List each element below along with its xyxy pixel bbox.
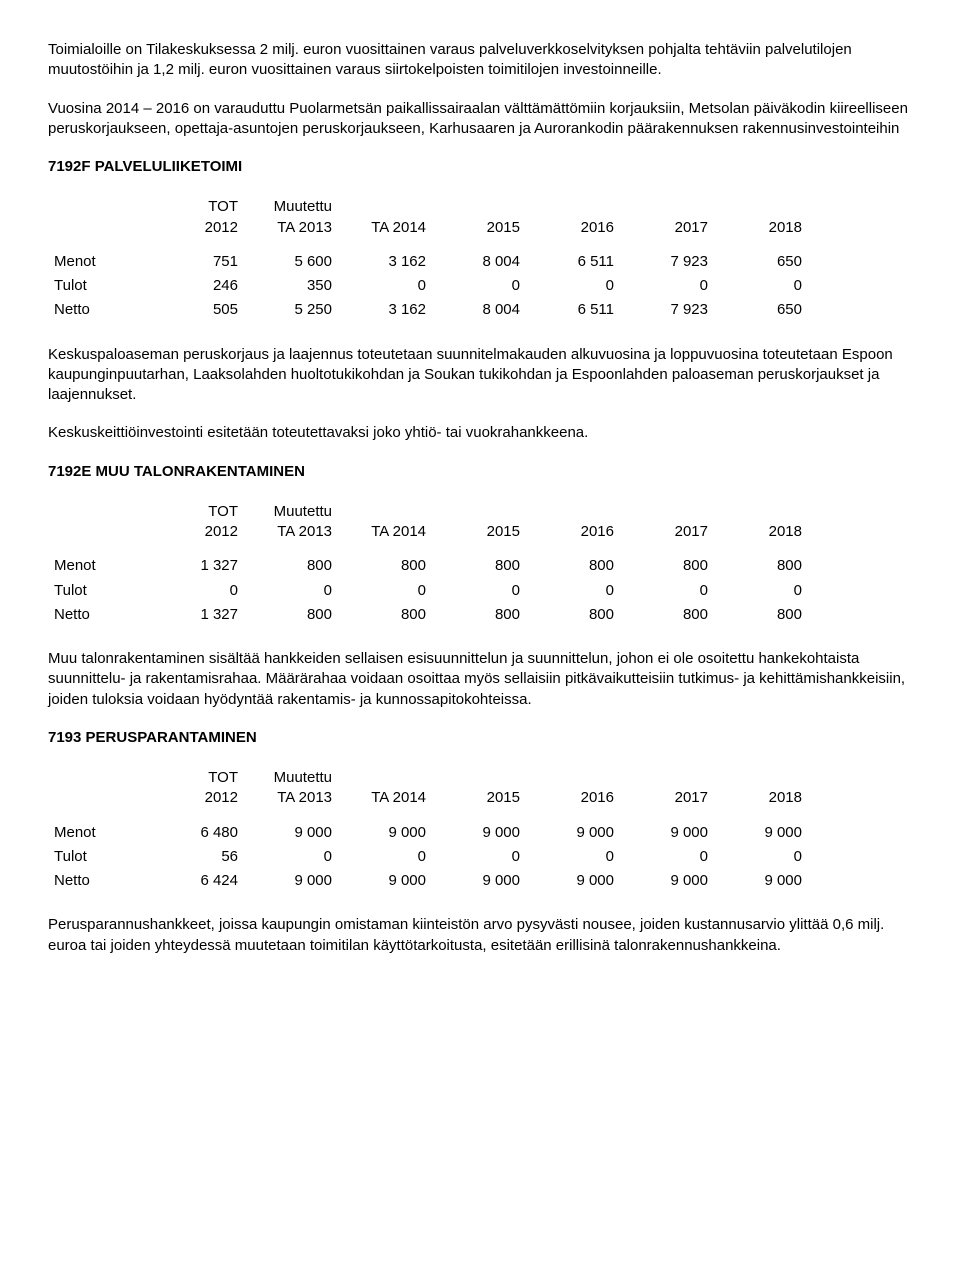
section-title-7192f: 7192F PALVELULIIKETOIMI bbox=[48, 157, 912, 177]
table-7192f: TOT Muutettu 2012 TA 2013 TA 2014 2015 2… bbox=[48, 195, 808, 322]
section3-p1: Perusparannushankkeet, joissa kaupungin … bbox=[48, 915, 912, 956]
section-title-7193: 7193 PERUSPARANTAMINEN bbox=[48, 728, 912, 748]
table-row: Tulot 246 350 0 0 0 0 0 bbox=[48, 274, 808, 298]
section-title-7192e: 7192E MUU TALONRAKENTAMINEN bbox=[48, 462, 912, 482]
hdr-ta2014: TA 2014 bbox=[338, 218, 432, 240]
hdr-2017: 2017 bbox=[620, 218, 714, 240]
table-header-row2: 2012 TA 2013 TA 2014 2015 2016 2017 2018 bbox=[48, 522, 808, 544]
table-7192e: TOT Muutettu 2012 TA 2013 TA 2014 2015 2… bbox=[48, 500, 808, 627]
section1-p2: Keskuskeittiöinvestointi esitetään toteu… bbox=[48, 423, 912, 443]
table-row: Netto 6 424 9 000 9 000 9 000 9 000 9 00… bbox=[48, 869, 808, 893]
hdr-blank bbox=[48, 195, 150, 217]
hdr-2015: 2015 bbox=[432, 218, 526, 240]
table-header-row1: TOT Muutettu bbox=[48, 195, 808, 217]
hdr-muutettu: Muutettu bbox=[244, 195, 338, 217]
table-row: Menot 751 5 600 3 162 8 004 6 511 7 923 … bbox=[48, 250, 808, 274]
table-row: Tulot 0 0 0 0 0 0 0 bbox=[48, 579, 808, 603]
row-label-tulot: Tulot bbox=[48, 274, 150, 298]
intro-p1: Toimialoille on Tilakeskuksessa 2 milj. … bbox=[48, 40, 912, 81]
table-row: Tulot 56 0 0 0 0 0 0 bbox=[48, 845, 808, 869]
table-row: Menot 6 480 9 000 9 000 9 000 9 000 9 00… bbox=[48, 821, 808, 845]
table-header-row2: 2012 TA 2013 TA 2014 2015 2016 2017 2018 bbox=[48, 218, 808, 240]
table-row: Netto 505 5 250 3 162 8 004 6 511 7 923 … bbox=[48, 298, 808, 322]
hdr-2016: 2016 bbox=[526, 218, 620, 240]
hdr-ta2013: TA 2013 bbox=[244, 218, 338, 240]
hdr-2018: 2018 bbox=[714, 218, 808, 240]
table-row: Menot 1 327 800 800 800 800 800 800 bbox=[48, 554, 808, 578]
section1-p1: Keskuspaloaseman peruskorjaus ja laajenn… bbox=[48, 345, 912, 406]
section2-p1: Muu talonrakentaminen sisältää hankkeide… bbox=[48, 649, 912, 710]
table-header-row1: TOT Muutettu bbox=[48, 500, 808, 522]
row-label-menot: Menot bbox=[48, 250, 150, 274]
intro-p2: Vuosina 2014 – 2016 on varauduttu Puolar… bbox=[48, 99, 912, 140]
row-label-netto: Netto bbox=[48, 298, 150, 322]
table-row: Netto 1 327 800 800 800 800 800 800 bbox=[48, 603, 808, 627]
table-7193: TOT Muutettu 2012 TA 2013 TA 2014 2015 2… bbox=[48, 766, 808, 893]
hdr-2012: 2012 bbox=[150, 218, 244, 240]
hdr-tot: TOT bbox=[150, 195, 244, 217]
table-header-row1: TOT Muutettu bbox=[48, 766, 808, 788]
table-header-row2: 2012 TA 2013 TA 2014 2015 2016 2017 2018 bbox=[48, 788, 808, 810]
